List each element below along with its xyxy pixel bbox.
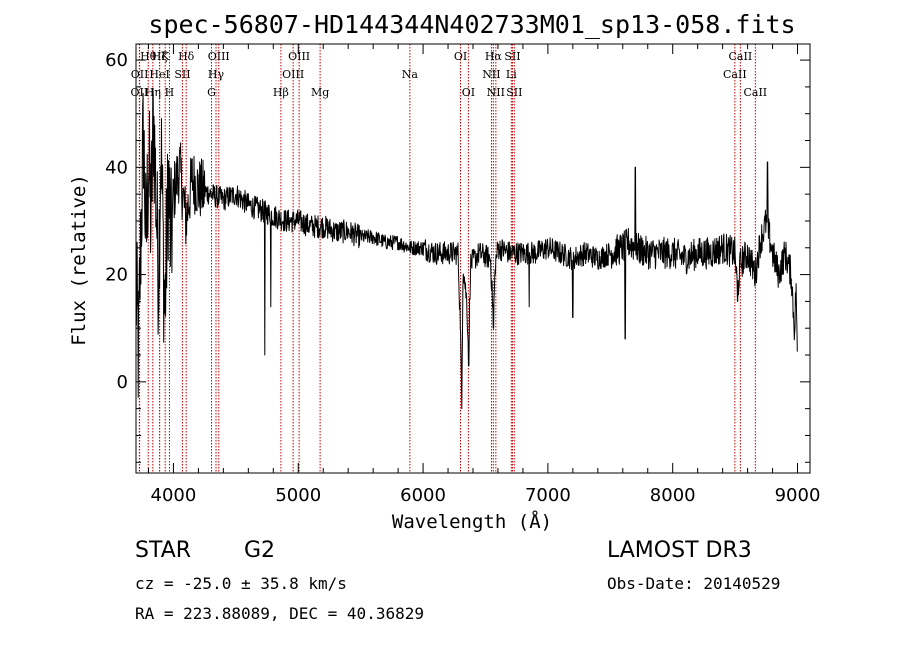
x-axis: 4000 5000 6000 7000 8000 9000: [147, 44, 821, 506]
x-axis-label: Wavelength (Å): [392, 510, 552, 533]
line-label: Li: [506, 68, 517, 81]
y-tick-label: 60: [105, 50, 128, 71]
line-label: OII: [131, 86, 149, 99]
line-label: Hδ: [178, 50, 195, 63]
line-label: OI: [454, 50, 467, 63]
line-label: OIII: [208, 50, 230, 63]
spectrum-line: [135, 88, 798, 410]
object-subclass: G2: [244, 538, 276, 563]
chart-title: spec-56807-HD144344N402733M01_sp13-058.f…: [148, 10, 795, 39]
line-label: G: [207, 86, 216, 99]
line-label: Hζ: [152, 50, 168, 63]
line-label: OI: [462, 86, 475, 99]
y-tick-label: 40: [105, 157, 128, 178]
line-label: K: [161, 50, 170, 63]
emission-line-labels: OIIOIIHθHηHζHeIKHSIIHδGHγOIIIHβOIIIOIIIM…: [131, 50, 768, 99]
line-label: OIII: [282, 68, 304, 81]
line-label: Hγ: [208, 68, 225, 81]
coordinates: RA = 223.88089, DEC = 40.36829: [135, 604, 424, 623]
line-label: SII: [506, 86, 522, 99]
line-label: H: [165, 86, 175, 99]
survey-name: LAMOST DR3: [607, 538, 752, 563]
line-label: Na: [402, 68, 419, 81]
x-tick-label: 5000: [275, 485, 321, 506]
line-label: NII: [487, 86, 505, 99]
line-label: NII: [482, 68, 500, 81]
line-label: Hβ: [273, 86, 289, 99]
line-label: OII: [131, 68, 149, 81]
y-axis: 0 20 40 60: [105, 50, 810, 463]
y-tick-label: 20: [105, 265, 128, 286]
x-tick-label: 7000: [525, 485, 571, 506]
observation-date: Obs-Date: 20140529: [607, 574, 781, 593]
line-label: CaII: [723, 68, 747, 81]
line-label: Hα: [485, 50, 503, 63]
x-tick-label: 6000: [400, 485, 446, 506]
line-label: OIII: [288, 50, 310, 63]
line-label: SII: [174, 68, 190, 81]
line-label: SII: [504, 50, 520, 63]
line-label: HeI: [149, 68, 169, 81]
object-class: STAR: [135, 538, 192, 563]
x-tick-label: 8000: [650, 485, 696, 506]
y-axis-label: Flux (relative): [68, 174, 90, 346]
line-label: CaII: [729, 50, 753, 63]
line-label: CaII: [743, 86, 767, 99]
line-label: Mg: [311, 86, 329, 99]
x-tick-label: 9000: [775, 485, 821, 506]
redshift-value: cz = -25.0 ± 35.8 km/s: [135, 574, 347, 593]
y-tick-label: 0: [117, 372, 128, 393]
x-tick-label: 4000: [151, 485, 197, 506]
